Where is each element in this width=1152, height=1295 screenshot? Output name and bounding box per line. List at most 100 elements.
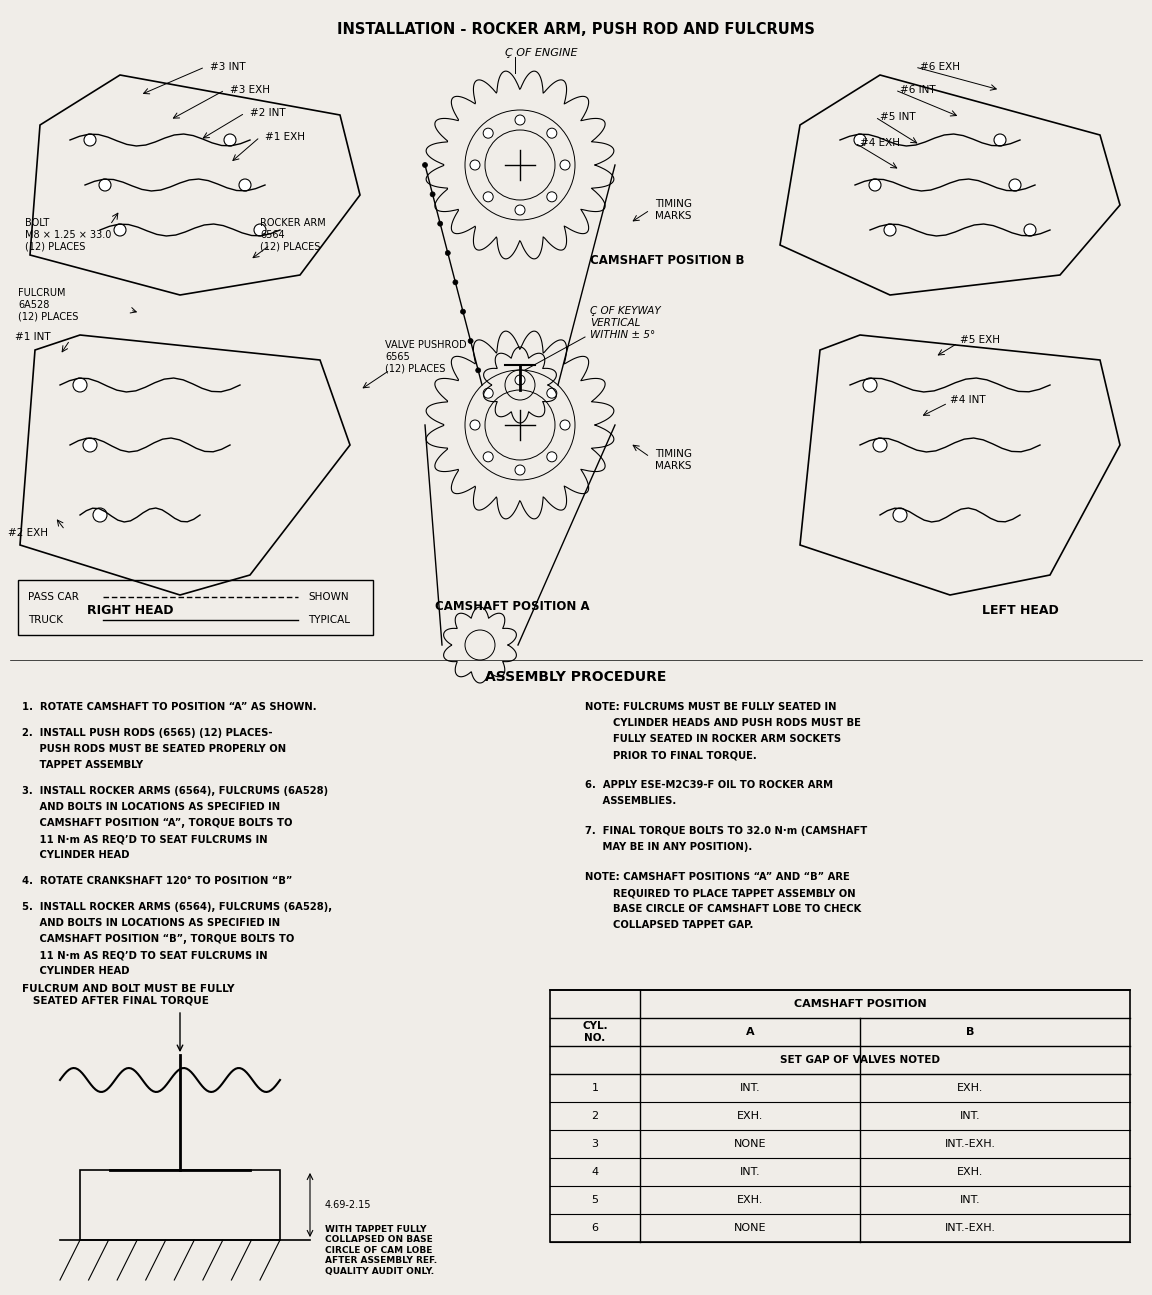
Circle shape bbox=[438, 221, 442, 227]
Circle shape bbox=[446, 250, 450, 255]
Text: TIMING
MARKS: TIMING MARKS bbox=[655, 199, 692, 221]
Circle shape bbox=[560, 161, 570, 170]
Text: Ç OF KEYWAY
VERTICAL
WITHIN ± 5°: Ç OF KEYWAY VERTICAL WITHIN ± 5° bbox=[590, 307, 661, 339]
Circle shape bbox=[1009, 179, 1021, 190]
Text: 4.  ROTATE CRANKSHAFT 120° TO POSITION “B”: 4. ROTATE CRANKSHAFT 120° TO POSITION “B… bbox=[22, 875, 293, 886]
Circle shape bbox=[483, 452, 493, 462]
Circle shape bbox=[547, 388, 556, 398]
Text: CAMSHAFT POSITION “A”, TORQUE BOLTS TO: CAMSHAFT POSITION “A”, TORQUE BOLTS TO bbox=[22, 818, 293, 828]
Text: #5 INT: #5 INT bbox=[880, 111, 916, 122]
Text: CYLINDER HEADS AND PUSH RODS MUST BE: CYLINDER HEADS AND PUSH RODS MUST BE bbox=[585, 717, 861, 728]
Text: ROCKER ARM
6564
(12) PLACES: ROCKER ARM 6564 (12) PLACES bbox=[260, 219, 326, 251]
Text: 1.  ROTATE CAMSHAFT TO POSITION “A” AS SHOWN.: 1. ROTATE CAMSHAFT TO POSITION “A” AS SH… bbox=[22, 702, 317, 712]
Text: NONE: NONE bbox=[734, 1140, 766, 1149]
Text: 5: 5 bbox=[591, 1195, 599, 1206]
Circle shape bbox=[547, 128, 556, 139]
Text: WITH TAPPET FULLY
COLLAPSED ON BASE
CIRCLE OF CAM LOBE
AFTER ASSEMBLY REF.
QUALI: WITH TAPPET FULLY COLLAPSED ON BASE CIRC… bbox=[325, 1225, 437, 1276]
Text: BOLT
M8 × 1.25 × 33.0
(12) PLACES: BOLT M8 × 1.25 × 33.0 (12) PLACES bbox=[25, 219, 112, 251]
Text: TRUCK: TRUCK bbox=[28, 615, 63, 625]
Circle shape bbox=[423, 162, 427, 167]
Circle shape bbox=[884, 224, 896, 236]
Bar bbox=[18, 580, 373, 635]
Text: NOTE: FULCRUMS MUST BE FULLY SEATED IN: NOTE: FULCRUMS MUST BE FULLY SEATED IN bbox=[585, 702, 836, 712]
Text: AND BOLTS IN LOCATIONS AS SPECIFIED IN: AND BOLTS IN LOCATIONS AS SPECIFIED IN bbox=[22, 802, 280, 812]
Text: 3.  INSTALL ROCKER ARMS (6564), FULCRUMS (6A528): 3. INSTALL ROCKER ARMS (6564), FULCRUMS … bbox=[22, 786, 328, 796]
Circle shape bbox=[483, 192, 493, 202]
Circle shape bbox=[547, 192, 556, 202]
Circle shape bbox=[93, 508, 107, 522]
Text: #4 INT: #4 INT bbox=[950, 395, 986, 405]
Text: ASSEMBLIES.: ASSEMBLIES. bbox=[585, 796, 676, 805]
Circle shape bbox=[114, 224, 126, 236]
Text: 4: 4 bbox=[591, 1167, 599, 1177]
Text: FULLY SEATED IN ROCKER ARM SOCKETS: FULLY SEATED IN ROCKER ARM SOCKETS bbox=[585, 734, 841, 745]
Text: 6.  APPLY ESE-M2C39-F OIL TO ROCKER ARM: 6. APPLY ESE-M2C39-F OIL TO ROCKER ARM bbox=[585, 780, 833, 790]
Circle shape bbox=[430, 192, 435, 197]
Text: SHOWN: SHOWN bbox=[308, 592, 349, 602]
Text: NONE: NONE bbox=[734, 1222, 766, 1233]
Text: EXH.: EXH. bbox=[737, 1111, 763, 1121]
Text: CYLINDER HEAD: CYLINDER HEAD bbox=[22, 966, 129, 976]
Text: EXH.: EXH. bbox=[737, 1195, 763, 1206]
Circle shape bbox=[854, 133, 866, 146]
Text: INSTALLATION - ROCKER ARM, PUSH ROD AND FULCRUMS: INSTALLATION - ROCKER ARM, PUSH ROD AND … bbox=[338, 22, 814, 38]
Circle shape bbox=[83, 438, 97, 452]
Text: 6: 6 bbox=[591, 1222, 599, 1233]
Circle shape bbox=[515, 205, 525, 215]
Text: #3 EXH: #3 EXH bbox=[230, 85, 270, 95]
Circle shape bbox=[453, 280, 457, 285]
Text: VALVE PUSHROD
6565
(12) PLACES: VALVE PUSHROD 6565 (12) PLACES bbox=[385, 341, 467, 373]
Circle shape bbox=[547, 452, 556, 462]
Text: 4.69-2.15: 4.69-2.15 bbox=[325, 1200, 371, 1210]
Circle shape bbox=[238, 179, 251, 190]
Circle shape bbox=[515, 376, 525, 385]
Text: CAMSHAFT POSITION “B”, TORQUE BOLTS TO: CAMSHAFT POSITION “B”, TORQUE BOLTS TO bbox=[22, 934, 295, 944]
Circle shape bbox=[893, 508, 907, 522]
Text: 11 N·m AS REQ’D TO SEAT FULCRUMS IN: 11 N·m AS REQ’D TO SEAT FULCRUMS IN bbox=[22, 834, 267, 844]
Text: TYPICAL: TYPICAL bbox=[308, 615, 350, 625]
Text: CAMSHAFT POSITION B: CAMSHAFT POSITION B bbox=[590, 254, 744, 267]
Text: PASS CAR: PASS CAR bbox=[28, 592, 78, 602]
Text: INT.: INT. bbox=[960, 1111, 980, 1121]
Text: REQUIRED TO PLACE TAPPET ASSEMBLY ON: REQUIRED TO PLACE TAPPET ASSEMBLY ON bbox=[585, 888, 856, 897]
Text: INT.-EXH.: INT.-EXH. bbox=[945, 1140, 995, 1149]
Text: INT.: INT. bbox=[740, 1083, 760, 1093]
Circle shape bbox=[869, 179, 881, 190]
Text: 11 N·m AS REQ’D TO SEAT FULCRUMS IN: 11 N·m AS REQ’D TO SEAT FULCRUMS IN bbox=[22, 951, 267, 960]
Text: TIMING
MARKS: TIMING MARKS bbox=[655, 449, 692, 471]
Text: CYLINDER HEAD: CYLINDER HEAD bbox=[22, 850, 129, 860]
Text: PUSH RODS MUST BE SEATED PROPERLY ON: PUSH RODS MUST BE SEATED PROPERLY ON bbox=[22, 745, 286, 754]
Circle shape bbox=[560, 420, 570, 430]
Text: INT.: INT. bbox=[960, 1195, 980, 1206]
Text: INT.: INT. bbox=[740, 1167, 760, 1177]
Circle shape bbox=[253, 224, 266, 236]
Circle shape bbox=[73, 378, 88, 392]
Text: FULCRUM
6A528
(12) PLACES: FULCRUM 6A528 (12) PLACES bbox=[18, 289, 78, 321]
Circle shape bbox=[483, 388, 493, 398]
Circle shape bbox=[84, 133, 96, 146]
Circle shape bbox=[1024, 224, 1036, 236]
Text: A: A bbox=[745, 1027, 755, 1037]
Text: AND BOLTS IN LOCATIONS AS SPECIFIED IN: AND BOLTS IN LOCATIONS AS SPECIFIED IN bbox=[22, 918, 280, 929]
Circle shape bbox=[515, 465, 525, 475]
Text: 2: 2 bbox=[591, 1111, 599, 1121]
Text: 2.  INSTALL PUSH RODS (6565) (12) PLACES-: 2. INSTALL PUSH RODS (6565) (12) PLACES- bbox=[22, 728, 273, 738]
Circle shape bbox=[468, 338, 473, 343]
Bar bbox=[79, 1169, 280, 1241]
Circle shape bbox=[223, 133, 236, 146]
Text: #6 INT: #6 INT bbox=[900, 85, 935, 95]
Text: EXH.: EXH. bbox=[957, 1167, 983, 1177]
Text: 1: 1 bbox=[591, 1083, 599, 1093]
Text: NOTE: CAMSHAFT POSITIONS “A” AND “B” ARE: NOTE: CAMSHAFT POSITIONS “A” AND “B” ARE bbox=[585, 872, 850, 882]
Text: SET GAP OF VALVES NOTED: SET GAP OF VALVES NOTED bbox=[780, 1055, 940, 1064]
Circle shape bbox=[470, 161, 480, 170]
Text: Ç OF ENGINE: Ç OF ENGINE bbox=[505, 48, 577, 58]
Text: 7.  FINAL TORQUE BOLTS TO 32.0 N·m (CAMSHAFT: 7. FINAL TORQUE BOLTS TO 32.0 N·m (CAMSH… bbox=[585, 826, 867, 837]
Text: CAMSHAFT POSITION: CAMSHAFT POSITION bbox=[794, 998, 926, 1009]
Text: #2 INT: #2 INT bbox=[250, 107, 286, 118]
Text: EXH.: EXH. bbox=[957, 1083, 983, 1093]
Text: #3 INT: #3 INT bbox=[210, 62, 245, 73]
Circle shape bbox=[99, 179, 111, 190]
Text: COLLAPSED TAPPET GAP.: COLLAPSED TAPPET GAP. bbox=[585, 919, 753, 930]
Text: INT.-EXH.: INT.-EXH. bbox=[945, 1222, 995, 1233]
